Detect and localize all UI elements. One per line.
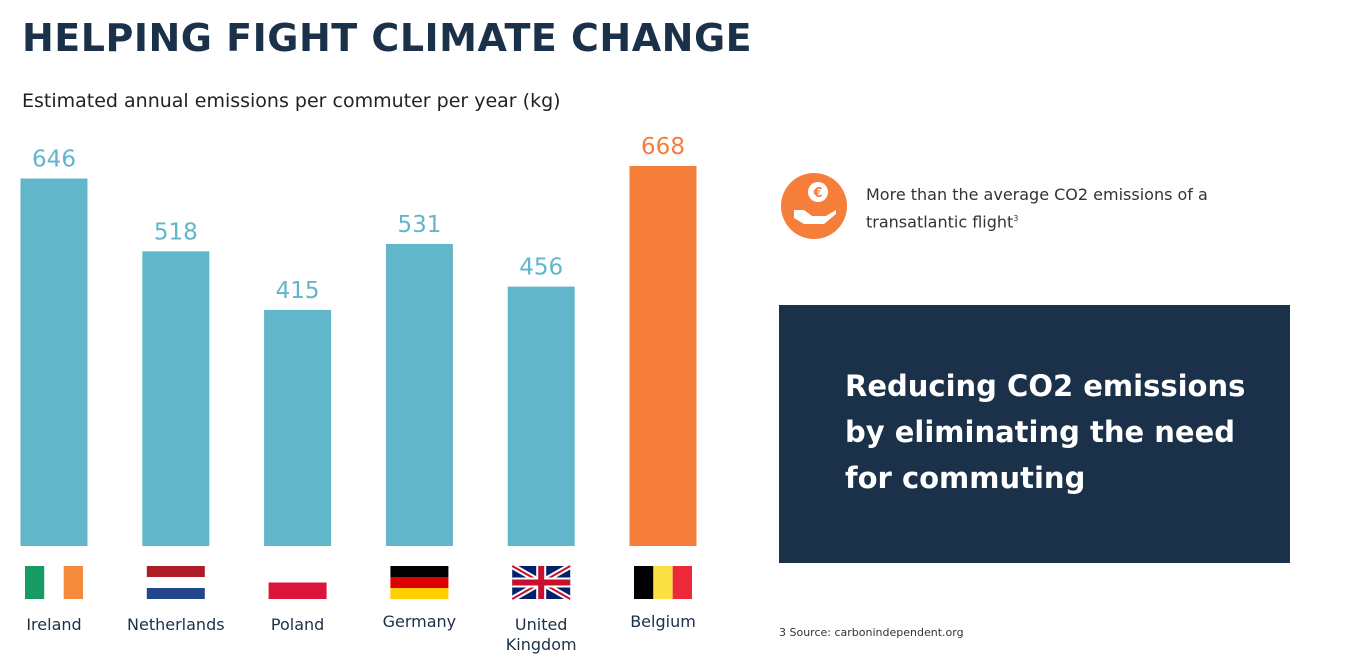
flag-part [63, 566, 83, 599]
flag-part [672, 566, 692, 599]
value-label: 531 [397, 212, 441, 238]
category-label: Poland [270, 615, 325, 634]
flag-part [390, 577, 449, 588]
flag [268, 566, 327, 599]
category-label: Netherlands [127, 615, 225, 634]
subtitle: Estimated annual emissions per commuter … [22, 90, 561, 112]
value-label: 456 [519, 255, 563, 281]
svg-text:€: € [812, 186, 822, 201]
flag-part [146, 588, 205, 599]
chart: 646 518 415 531 456 668 [20, 134, 697, 602]
value-label: 415 [276, 278, 320, 304]
category-label: Germany [382, 612, 457, 631]
flag-part [653, 566, 673, 599]
flag-part [390, 588, 449, 599]
flag [634, 566, 692, 599]
flag [390, 566, 449, 599]
flag-part [634, 566, 654, 599]
footnote-ref: 3 [1013, 214, 1019, 223]
flag-part [512, 566, 571, 599]
bar [264, 309, 332, 546]
banner-line: Reducing CO2 emissions [845, 369, 1246, 403]
bar [507, 286, 575, 546]
category-label: Ireland [26, 615, 82, 634]
flag [146, 566, 205, 599]
flag-part [25, 566, 45, 599]
bar [629, 166, 697, 546]
banner-line: for commuting [845, 461, 1086, 495]
flag-part [268, 582, 327, 599]
flag-part [390, 566, 449, 577]
flag-part [146, 566, 205, 577]
value-label: 518 [154, 219, 198, 245]
flag [510, 563, 572, 602]
callout-text: More than the average CO2 emissions of a… [866, 185, 1208, 232]
flag-part [146, 577, 205, 588]
callout: More than the average CO2 emissions of a… [866, 183, 1246, 234]
flag [25, 566, 83, 599]
category-label: Belgium [630, 612, 696, 631]
value-label: 668 [641, 134, 685, 160]
bar [385, 243, 453, 546]
source: 3 Source: carbonindependent.org [779, 626, 964, 639]
category-label: United Kingdom [505, 615, 577, 654]
bar [20, 178, 88, 547]
banner: Reducing CO2 emissions by eliminating th… [779, 305, 1290, 563]
title: HELPING FIGHT CLIMATE CHANGE [22, 16, 753, 60]
value-label: 646 [32, 147, 76, 173]
flag-part [44, 566, 64, 599]
bar [142, 251, 210, 546]
flag-part [268, 566, 327, 583]
icon: € [781, 173, 847, 239]
banner-line: by eliminating the need [845, 415, 1235, 449]
